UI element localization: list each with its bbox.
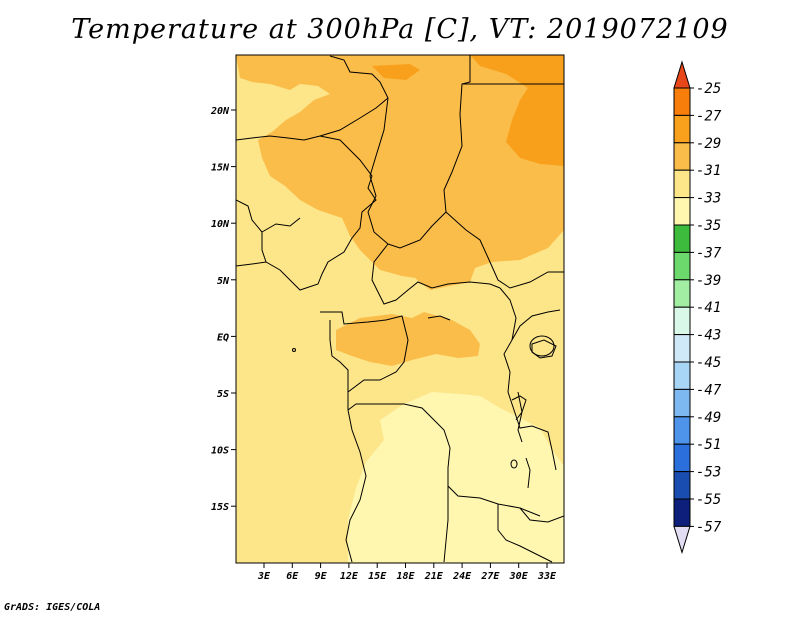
- colorbar-swatch: [673, 169, 691, 199]
- lon-tick-label: 27E: [480, 571, 500, 582]
- colorbar-swatch: [673, 142, 691, 171]
- country-borders: [236, 55, 564, 563]
- latitude-axis: 20N 15N 10N 5N EQ 5S 10S 15S: [210, 106, 236, 513]
- lat-tick-label: 10S: [211, 446, 229, 457]
- longitude-axis: 3E 6E 9E 12E 15E 18E 21E 24E 27E 30E 33E: [257, 563, 557, 582]
- colorbar-swatch: [673, 416, 691, 445]
- band-29-27-north: [470, 55, 564, 166]
- lakes: [292, 315, 555, 489]
- colorbar-label: -53: [696, 465, 721, 481]
- lon-tick-label: 18E: [396, 571, 415, 582]
- colorbar-swatch: [673, 279, 691, 308]
- colorbar-swatch: [673, 443, 691, 473]
- colorbar-swatch: [673, 471, 691, 500]
- colorbar-label: -45: [696, 355, 721, 371]
- lon-tick-label: 33E: [537, 571, 557, 582]
- colorbar-swatch: [673, 87, 691, 116]
- colorbar-swatch: [673, 306, 691, 336]
- map-title: Temperature at 300hPa [C], VT: 201907210…: [71, 14, 729, 45]
- colorbar-swatch: [673, 334, 691, 363]
- colorbar-label: -37: [696, 245, 722, 261]
- colorbar-top-arrow: [673, 60, 691, 89]
- colorbar-label: -51: [696, 437, 721, 453]
- lon-tick-label: 30E: [509, 571, 529, 582]
- colorbar-swatch: [673, 361, 691, 390]
- colorbar-swatch: [673, 114, 691, 144]
- colorbar-bottom-arrow: [673, 525, 691, 555]
- colorbar-label: -49: [696, 410, 721, 426]
- colorbar-label: -43: [696, 328, 721, 344]
- lon-tick-label: 3E: [257, 571, 271, 582]
- lon-tick-label: 21E: [424, 571, 444, 582]
- colorbar: -25 -27 -29 -31 -33 -35 -37 -39 -41 -43 -45 -47 -49 -…: [673, 60, 722, 555]
- lon-tick-label: 24E: [452, 571, 472, 582]
- lat-tick-label: 15N: [211, 163, 230, 174]
- colorbar-swatch: [673, 388, 691, 418]
- map-frame: [235, 54, 565, 564]
- lon-tick-label: 15E: [368, 571, 387, 582]
- footer-credit: GrADS: IGES/COLA: [4, 602, 101, 613]
- colorbar-swatch: [673, 197, 691, 226]
- lon-tick-label: 12E: [340, 571, 359, 582]
- band-31-29-north: [236, 55, 564, 290]
- colorbar-label: -31: [696, 163, 721, 179]
- lat-tick-label: 5N: [217, 276, 230, 287]
- lat-tick-label: 15S: [211, 502, 229, 513]
- colorbar-swatch: [673, 224, 691, 253]
- lat-tick-label: EQ: [217, 332, 229, 343]
- colorbar-label: -41: [696, 300, 721, 316]
- lon-tick-label: 9E: [315, 571, 328, 582]
- lat-tick-label: 20N: [210, 106, 230, 117]
- colorbar-swatch: [673, 251, 691, 281]
- colorbar-label: -29: [696, 136, 721, 152]
- lat-tick-label: 10N: [211, 219, 230, 230]
- colorbar-label: -27: [696, 108, 722, 124]
- lon-tick-label: 6E: [286, 571, 299, 582]
- colorbar-label: -33: [696, 191, 721, 207]
- temperature-field: [236, 55, 564, 563]
- colorbar-label: -39: [696, 273, 721, 289]
- lat-tick-label: 5S: [217, 389, 229, 400]
- colorbar-swatch: [673, 498, 691, 527]
- band-35-33: [348, 392, 564, 563]
- colorbar-label: -55: [696, 492, 721, 508]
- band-29-27-ne: [372, 64, 420, 80]
- colorbar-label: -35: [696, 218, 721, 234]
- colorbar-label: -57: [696, 519, 722, 535]
- colorbar-label: -47: [696, 382, 722, 398]
- colorbar-label: -25: [696, 81, 721, 97]
